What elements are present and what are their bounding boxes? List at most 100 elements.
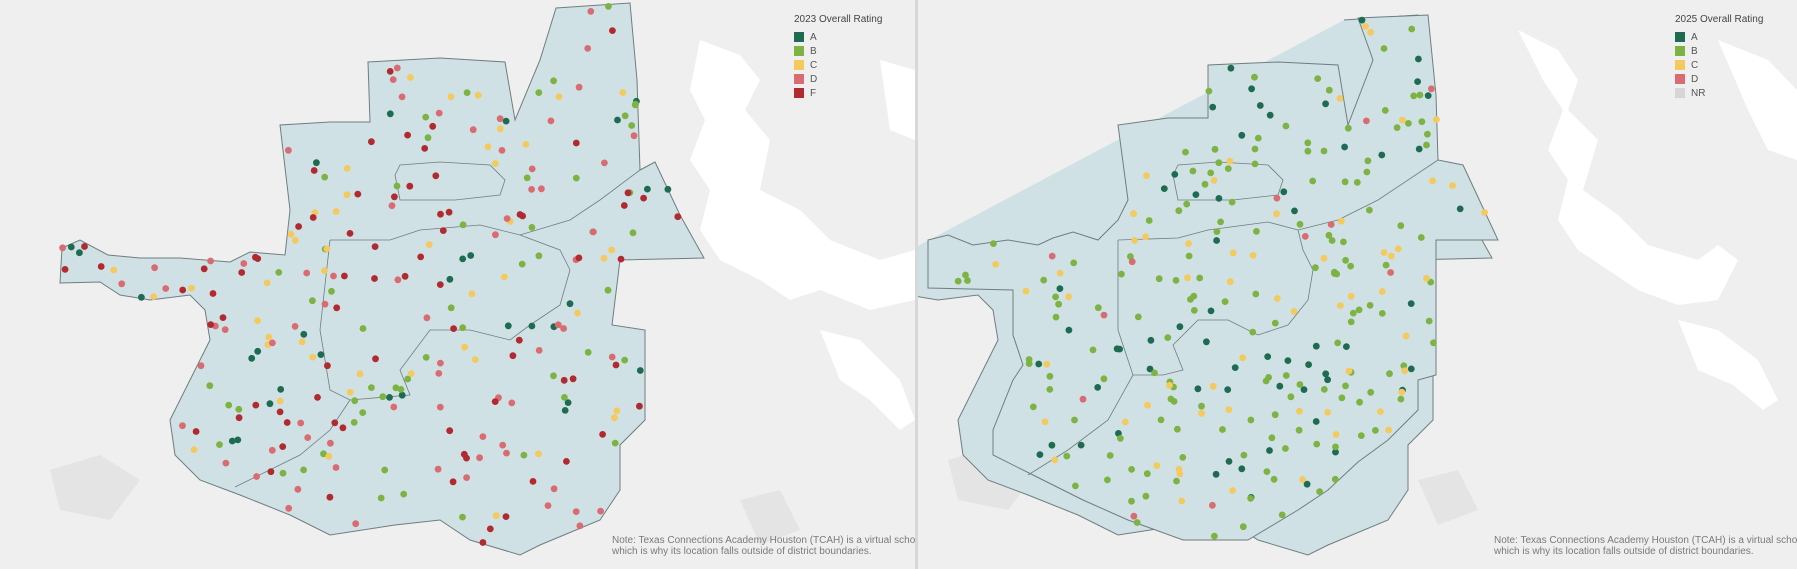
school-marker-b[interactable] [1247,495,1254,502]
school-marker-d[interactable] [575,83,583,91]
school-marker-b[interactable] [1070,259,1078,267]
school-marker-f[interactable] [354,190,362,198]
school-marker-b[interactable] [1271,411,1279,419]
school-marker-d[interactable] [389,76,397,83]
school-marker-c[interactable] [1320,255,1328,262]
school-marker-a[interactable] [528,322,536,330]
school-marker-b[interactable] [1397,222,1405,230]
school-marker-b[interactable] [1287,393,1295,401]
school-marker-b[interactable] [1372,427,1379,434]
school-marker-b[interactable] [1304,139,1312,147]
school-marker-c[interactable] [492,512,500,519]
school-marker-b[interactable] [459,324,467,332]
school-marker-f[interactable] [436,281,444,288]
school-marker-c[interactable] [492,160,499,167]
school-marker-f[interactable] [391,193,398,201]
legend-item-b[interactable]: B [794,44,882,58]
school-marker-f[interactable] [310,167,318,174]
school-marker-b[interactable] [1151,369,1158,377]
school-marker-c[interactable] [1337,302,1344,309]
school-marker-b[interactable] [1221,298,1229,305]
school-marker-f[interactable] [674,213,682,221]
school-marker-a[interactable] [1407,365,1415,373]
school-marker-b[interactable] [309,297,316,305]
school-marker-b[interactable] [1331,475,1339,483]
school-marker-c[interactable] [425,241,433,249]
school-marker-c[interactable] [1401,367,1409,375]
school-marker-d[interactable] [608,353,616,361]
school-marker-d[interactable] [436,403,444,411]
school-marker-b[interactable] [459,513,466,521]
school-marker-f[interactable] [333,304,341,312]
school-marker-b[interactable] [561,394,568,401]
school-marker-f[interactable] [346,230,354,237]
school-marker-c[interactable] [1210,177,1218,184]
school-marker-c[interactable] [1296,407,1303,415]
school-marker-a[interactable] [1312,342,1320,350]
school-marker-f[interactable] [326,493,334,501]
school-marker-b[interactable] [1325,231,1333,239]
school-marker-c[interactable] [613,407,621,415]
school-marker-b[interactable] [1334,339,1342,347]
school-marker-b[interactable] [1183,200,1191,208]
school-marker-a[interactable] [1094,384,1102,391]
school-marker-a[interactable] [277,386,285,393]
school-marker-b[interactable] [1416,91,1424,99]
school-marker-d[interactable] [437,359,444,367]
school-marker-b[interactable] [1106,452,1114,459]
school-marker-b[interactable] [1282,372,1290,379]
school-marker-a[interactable] [664,185,672,193]
school-marker-f[interactable] [569,375,577,383]
school-marker-a[interactable] [1238,131,1246,139]
school-marker-b[interactable] [611,439,619,447]
school-marker-f[interactable] [437,210,444,218]
school-marker-c[interactable] [1367,28,1374,36]
school-marker-c[interactable] [1225,406,1233,414]
school-marker-c[interactable] [276,397,284,405]
school-marker-b[interactable] [1316,488,1323,495]
school-marker-a[interactable] [644,185,651,193]
school-marker-b[interactable] [621,356,629,364]
school-marker-a[interactable] [254,347,262,355]
school-marker-d[interactable] [584,45,592,52]
school-marker-a[interactable] [1215,195,1223,202]
school-marker-c[interactable] [309,353,317,361]
school-marker-a[interactable] [1300,386,1308,393]
school-marker-b[interactable] [1127,253,1134,260]
school-marker-f[interactable] [446,427,454,435]
school-marker-c[interactable] [1378,288,1386,295]
school-marker-a[interactable] [1171,171,1179,178]
school-marker-f[interactable] [341,272,348,280]
school-marker-c[interactable] [1337,217,1345,225]
school-marker-c[interactable] [1380,249,1388,256]
school-marker-b[interactable] [1405,120,1412,127]
school-marker-b[interactable] [1052,293,1059,301]
school-marker-d[interactable] [330,272,337,280]
school-marker-b[interactable] [954,277,962,285]
school-marker-f[interactable] [572,139,580,147]
school-marker-b[interactable] [1262,377,1270,385]
school-marker-f[interactable] [406,182,414,190]
school-marker-f[interactable] [450,325,457,332]
school-marker-a[interactable] [446,275,454,283]
school-marker-a[interactable] [317,351,325,358]
school-marker-b[interactable] [1134,313,1142,321]
legend-item-b[interactable]: B [1675,44,1763,58]
school-marker-c[interactable] [600,255,608,262]
school-marker-a[interactable] [1291,207,1298,215]
school-marker-b[interactable] [520,451,528,459]
school-marker-b[interactable] [1417,234,1425,241]
school-marker-f[interactable] [200,265,208,273]
school-marker-f[interactable] [617,255,625,263]
school-marker-b[interactable] [1211,145,1219,153]
school-marker-b[interactable] [1104,476,1111,484]
school-marker-b[interactable] [1366,302,1374,309]
school-marker-b[interactable] [397,386,405,393]
school-marker-a[interactable] [398,391,406,399]
school-marker-d[interactable] [390,403,398,411]
school-marker-b[interactable] [300,466,307,474]
school-marker-b[interactable] [1170,398,1178,405]
school-marker-a[interactable] [1146,365,1154,373]
school-marker-f[interactable] [61,266,69,273]
school-marker-d[interactable] [423,314,431,322]
